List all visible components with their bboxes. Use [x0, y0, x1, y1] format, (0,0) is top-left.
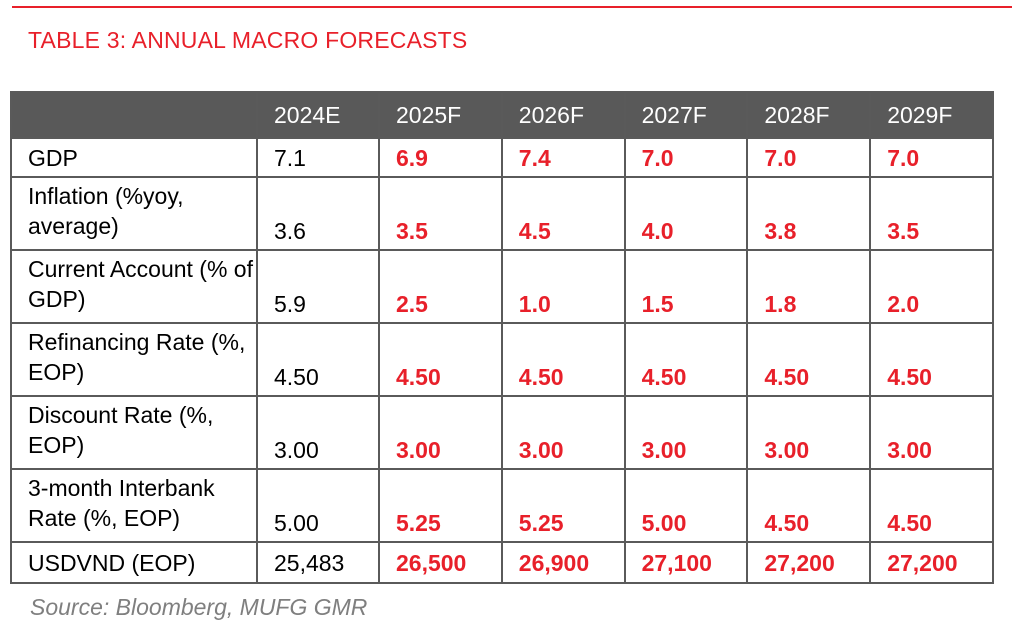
- cell-value: 1.8: [746, 249, 872, 324]
- table-row-gdp: GDP 7.1 6.9 7.4 7.0 7.0 7.0: [10, 137, 994, 178]
- header-cell-2028f: 2028F: [746, 91, 872, 139]
- cell-value: 4.50: [869, 322, 994, 397]
- row-label: USDVND (EOP): [10, 541, 258, 584]
- cell-value: 4.50: [256, 322, 380, 397]
- table-row-interbank-rate: 3-month Interbank Rate (%, EOP) 5.00 5.2…: [10, 468, 994, 543]
- table-title: TABLE 3: ANNUAL MACRO FORECASTS: [28, 27, 468, 53]
- table-row-inflation: Inflation (%yoy, average) 3.6 3.5 4.5 4.…: [10, 176, 994, 251]
- cell-value: 4.50: [623, 322, 749, 397]
- cell-value: 4.50: [500, 322, 626, 397]
- cell-value: 3.5: [378, 176, 503, 251]
- cell-value: 4.50: [378, 322, 503, 397]
- row-label: Current Account (% of GDP): [10, 249, 258, 324]
- macro-forecast-table: 2024E 2025F 2026F 2027F 2028F 2029F GDP …: [10, 91, 994, 584]
- cell-value: 3.8: [746, 176, 872, 251]
- row-label: GDP: [10, 137, 258, 178]
- header-cell-2025f: 2025F: [378, 91, 503, 139]
- cell-value: 27,200: [869, 541, 994, 584]
- header-row: 2024E 2025F 2026F 2027F 2028F 2029F: [10, 91, 994, 139]
- cell-value: 7.0: [746, 137, 872, 178]
- cell-value: 5.9: [256, 249, 380, 324]
- row-label: Inflation (%yoy, average): [10, 176, 258, 251]
- cell-value: 7.4: [500, 137, 626, 178]
- cell-value: 26,900: [500, 541, 626, 584]
- cell-value: 3.00: [500, 395, 626, 470]
- cell-value: 5.00: [256, 468, 380, 543]
- table-row-usdvnd: USDVND (EOP) 25,483 26,500 26,900 27,100…: [10, 541, 994, 584]
- header-cell-2024e: 2024E: [256, 91, 380, 139]
- cell-value: 3.00: [378, 395, 503, 470]
- cell-value: 1.0: [500, 249, 626, 324]
- header-cell-2029f: 2029F: [869, 91, 994, 139]
- cell-value: 25,483: [256, 541, 380, 584]
- row-label: Discount Rate (%, EOP): [10, 395, 258, 470]
- cell-value: 4.50: [746, 322, 872, 397]
- cell-value: 5.00: [623, 468, 749, 543]
- source-note: Source: Bloomberg, MUFG GMR: [30, 594, 368, 620]
- table-row-discount-rate: Discount Rate (%, EOP) 3.00 3.00 3.00 3.…: [10, 395, 994, 470]
- cell-value: 27,200: [746, 541, 872, 584]
- cell-value: 1.5: [623, 249, 749, 324]
- header-cell-2026f: 2026F: [500, 91, 626, 139]
- cell-value: 3.00: [623, 395, 749, 470]
- row-label: 3-month Interbank Rate (%, EOP): [10, 468, 258, 543]
- top-divider: [12, 6, 1012, 8]
- cell-value: 7.0: [869, 137, 994, 178]
- row-label: Refinancing Rate (%, EOP): [10, 322, 258, 397]
- cell-value: 27,100: [623, 541, 749, 584]
- cell-value: 5.25: [500, 468, 626, 543]
- cell-value: 7.1: [256, 137, 380, 178]
- cell-value: 4.5: [500, 176, 626, 251]
- cell-value: 5.25: [378, 468, 503, 543]
- cell-value: 4.0: [623, 176, 749, 251]
- cell-value: 7.0: [623, 137, 749, 178]
- cell-value: 3.5: [869, 176, 994, 251]
- cell-value: 4.50: [869, 468, 994, 543]
- table-row-refinancing-rate: Refinancing Rate (%, EOP) 4.50 4.50 4.50…: [10, 322, 994, 397]
- cell-value: 2.5: [378, 249, 503, 324]
- cell-value: 4.50: [746, 468, 872, 543]
- cell-value: 2.0: [869, 249, 994, 324]
- cell-value: 3.00: [746, 395, 872, 470]
- header-cell-2027f: 2027F: [623, 91, 749, 139]
- cell-value: 6.9: [378, 137, 503, 178]
- cell-value: 3.00: [869, 395, 994, 470]
- cell-value: 26,500: [378, 541, 503, 584]
- table-row-current-account: Current Account (% of GDP) 5.9 2.5 1.0 1…: [10, 249, 994, 324]
- cell-value: 3.00: [256, 395, 380, 470]
- header-cell-blank: [10, 91, 258, 139]
- cell-value: 3.6: [256, 176, 380, 251]
